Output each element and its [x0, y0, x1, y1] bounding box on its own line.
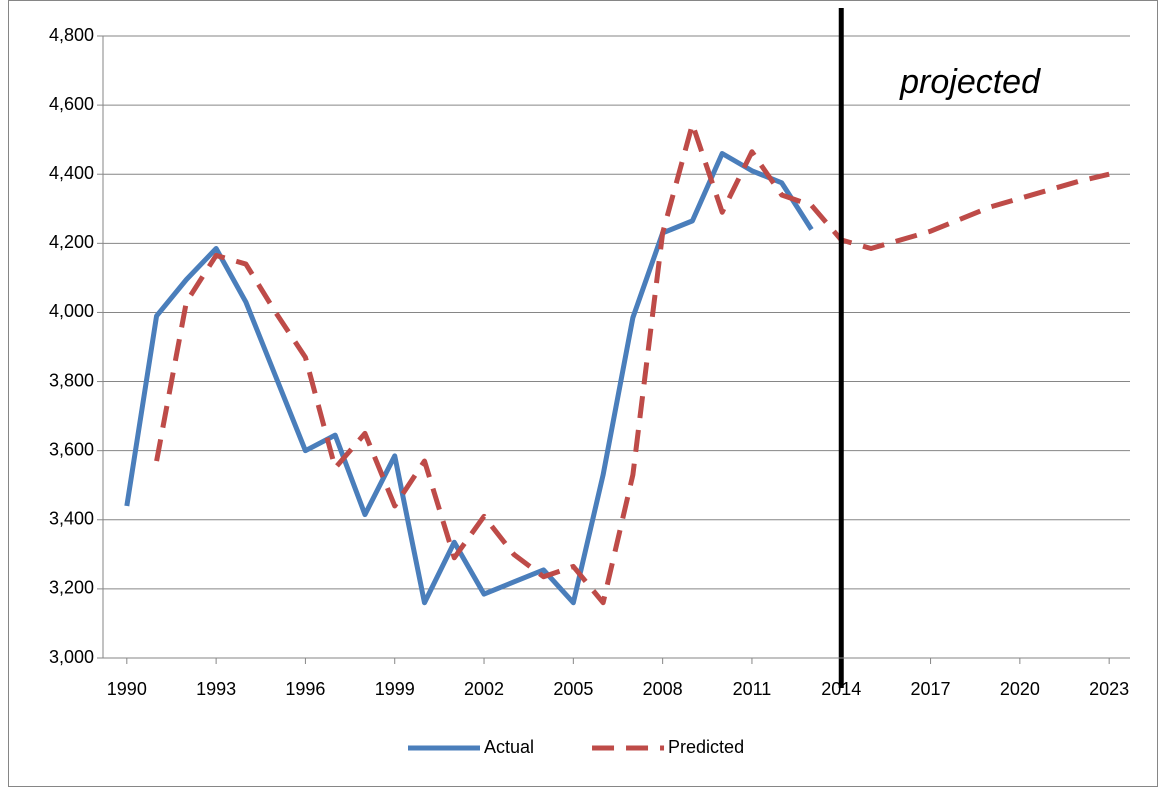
y-tick-label: 3,600 — [49, 439, 94, 459]
series-line — [154, 121, 1110, 606]
x-tick-label: 2011 — [733, 679, 772, 699]
x-tick-label: 1996 — [285, 679, 325, 699]
x-tick-label: 2017 — [911, 679, 951, 699]
x-tick-label: 2008 — [643, 679, 683, 699]
y-tick-label: 3,200 — [49, 578, 94, 598]
y-tick-label: 3,400 — [49, 509, 94, 529]
legend-label: Actual — [484, 737, 534, 757]
x-tick-label: 2005 — [553, 679, 593, 699]
y-tick-label: 3,800 — [49, 370, 94, 390]
annotation: projected — [899, 63, 1041, 101]
x-tick-label: 1990 — [107, 679, 147, 699]
y-tick-label: 4,800 — [49, 25, 94, 45]
x-tick-label: 2023 — [1089, 679, 1129, 699]
y-tick-label: 4,400 — [49, 163, 94, 183]
legend-label: Predicted — [668, 737, 744, 757]
y-tick-label: 4,000 — [49, 301, 94, 321]
x-tick-label: 2014 — [821, 679, 861, 699]
series-line — [124, 150, 814, 606]
y-tick-label: 4,600 — [49, 94, 94, 114]
x-tick-label: 1993 — [196, 679, 236, 699]
y-tick-label: 3,000 — [49, 647, 94, 667]
y-tick-label: 4,200 — [49, 232, 94, 252]
chart-border — [8, 0, 1158, 787]
x-tick-label: 2020 — [1000, 679, 1040, 699]
x-tick-label: 1999 — [375, 679, 415, 699]
x-tick-label: 2002 — [464, 679, 504, 699]
